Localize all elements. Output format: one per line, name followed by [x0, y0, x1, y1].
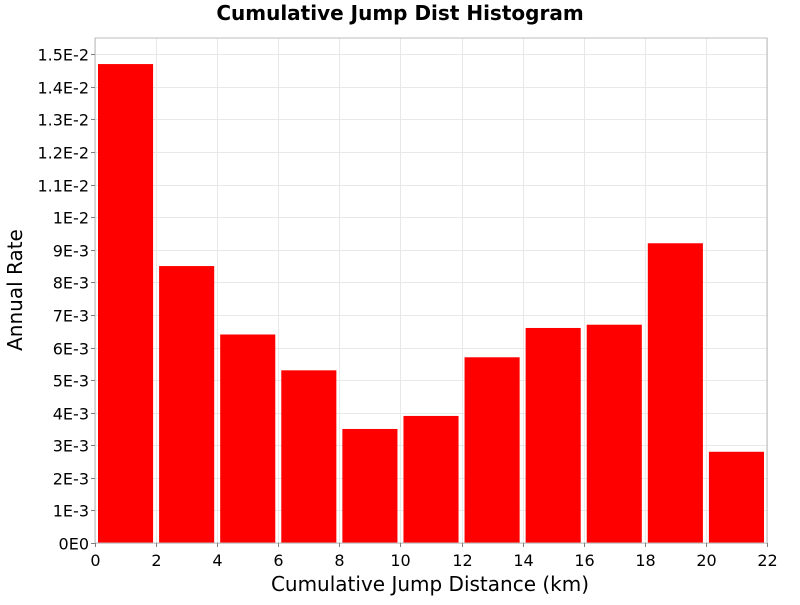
y-tick-label: 1.4E-2 — [37, 79, 89, 98]
histogram-bar — [708, 451, 764, 543]
histogram-bar — [403, 415, 459, 543]
x-axis: 0 2 4 6 8 10 12 14 16 18 20 22 — [90, 543, 778, 570]
x-tick-label: 10 — [390, 551, 410, 570]
y-tick-label: 4E-3 — [53, 405, 89, 424]
histogram-bar — [159, 266, 215, 543]
x-axis-label: Cumulative Jump Distance (km) — [271, 572, 589, 596]
histogram-bar — [98, 64, 154, 543]
x-tick-label: 2 — [151, 551, 161, 570]
x-tick-label: 12 — [452, 551, 472, 570]
y-tick-label: 1.3E-2 — [37, 111, 89, 130]
y-tick-label: 2E-3 — [53, 470, 89, 489]
x-tick-label: 6 — [273, 551, 283, 570]
y-tick-label: 1E-2 — [53, 209, 89, 228]
y-tick-label: 6E-3 — [53, 340, 89, 359]
x-tick-label: 8 — [334, 551, 344, 570]
histogram-bar — [342, 428, 398, 543]
x-tick-label: 14 — [513, 551, 533, 570]
y-tick-label: 1.5E-2 — [37, 46, 89, 65]
x-tick-label: 16 — [574, 551, 594, 570]
y-tick-label: 1E-3 — [53, 502, 89, 521]
y-axis: 0E0 1E-3 2E-3 3E-3 4E-3 5E-3 6E-3 7E-3 8E-3 9E-3 1… — [37, 46, 95, 554]
y-tick-label: 9E-3 — [53, 242, 89, 261]
x-tick-label: 20 — [696, 551, 716, 570]
histogram-bar — [525, 327, 581, 543]
y-tick-label: 8E-3 — [53, 274, 89, 293]
x-tick-label: 0 — [90, 551, 100, 570]
y-tick-label: 1.1E-2 — [37, 177, 89, 196]
y-tick-label: 7E-3 — [53, 307, 89, 326]
y-tick-label: 0E0 — [59, 535, 89, 554]
chart-title: Cumulative Jump Dist Histogram — [216, 1, 583, 25]
histogram-bar — [586, 324, 642, 543]
histogram-bar — [647, 243, 703, 544]
x-tick-label: 18 — [635, 551, 655, 570]
y-axis-label: Annual Rate — [3, 229, 27, 351]
histogram-bar — [220, 334, 276, 543]
x-tick-label: 4 — [212, 551, 222, 570]
plot-area-frame — [94, 37, 768, 544]
y-tick-label: 3E-3 — [53, 437, 89, 456]
histogram-bar — [464, 357, 520, 543]
histogram-bar — [281, 370, 337, 543]
bars — [98, 64, 764, 544]
y-tick-label: 1.2E-2 — [37, 144, 89, 163]
y-tick-label: 5E-3 — [53, 372, 89, 391]
x-tick-label: 22 — [757, 551, 777, 570]
